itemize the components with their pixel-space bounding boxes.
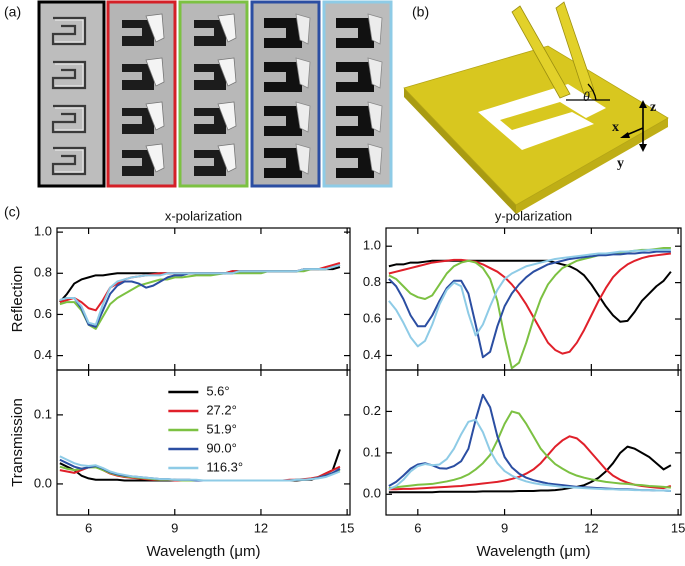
y-axis-label: Transmission [9, 398, 26, 487]
x-tick-label: 12 [584, 520, 598, 535]
y-tick-label: 0.8 [34, 265, 52, 280]
y-tick-label: 0.1 [34, 406, 52, 421]
axis-label: x [612, 120, 619, 135]
data-line [388, 250, 671, 359]
data-line [59, 449, 341, 482]
x-tick-label: 12 [254, 520, 268, 535]
y-tick-label: 0.6 [363, 310, 381, 325]
x-axis-label: Wavelength (μm) [147, 543, 261, 560]
x-tick-label: 9 [501, 520, 508, 535]
sem-images [37, 0, 393, 188]
sem-frame [106, 0, 177, 188]
y-tick-label: 0.4 [363, 347, 381, 362]
data-line [388, 248, 671, 348]
y-tick-label: 0.0 [363, 486, 381, 501]
y-tick-label: 0.1 [363, 444, 381, 459]
x-tick-label: 15 [671, 520, 685, 535]
data-line [388, 259, 672, 323]
axis-label: y [617, 156, 624, 171]
legend-label: 51.9° [206, 421, 237, 436]
panel-label: (c) [4, 204, 20, 220]
y-tick-label: 0.6 [34, 306, 52, 321]
y-tick-label: 0.2 [363, 403, 381, 418]
plot-frame [385, 227, 682, 371]
x-tick-label: 6 [414, 520, 421, 535]
legend-label: 116.3° [206, 459, 243, 474]
legend-label: 5.6° [206, 383, 229, 398]
data-line [388, 445, 672, 494]
schematic: θ x y z [403, 1, 669, 214]
y-axis-label: Reflection [9, 266, 26, 333]
legend-label: 27.2° [206, 402, 237, 417]
y-tick-label: 0.8 [363, 274, 381, 289]
plot-frame [385, 369, 682, 516]
x-tick-label: 9 [171, 520, 178, 535]
x-tick-label: 6 [85, 520, 92, 535]
chart-title: x-polarization [165, 208, 242, 223]
x-tick-label: 15 [340, 520, 354, 535]
axis-label: z [650, 100, 656, 115]
data-line [388, 393, 671, 492]
x-axis-label: Wavelength (μm) [477, 543, 591, 560]
data-line [388, 410, 671, 490]
panel-label: (a) [4, 4, 21, 20]
y-tick-label: 1.0 [363, 238, 381, 253]
sem-frame [178, 0, 249, 188]
legend-label: 90.0° [206, 440, 237, 455]
data-line [388, 435, 672, 491]
data-line [388, 252, 672, 355]
data-line [388, 418, 671, 492]
angle-label: θ [583, 90, 590, 105]
y-tick-label: 1.0 [34, 224, 52, 239]
plot-frame [56, 369, 351, 516]
y-tick-label: 0.0 [34, 475, 52, 490]
y-tick-label: 0.4 [34, 347, 52, 362]
panel-label: (b) [412, 4, 429, 20]
plot-frame [56, 227, 351, 371]
chart-title: y-polarization [495, 208, 572, 223]
data-line [59, 264, 341, 326]
data-line [59, 455, 341, 482]
sem-frame [37, 0, 106, 188]
